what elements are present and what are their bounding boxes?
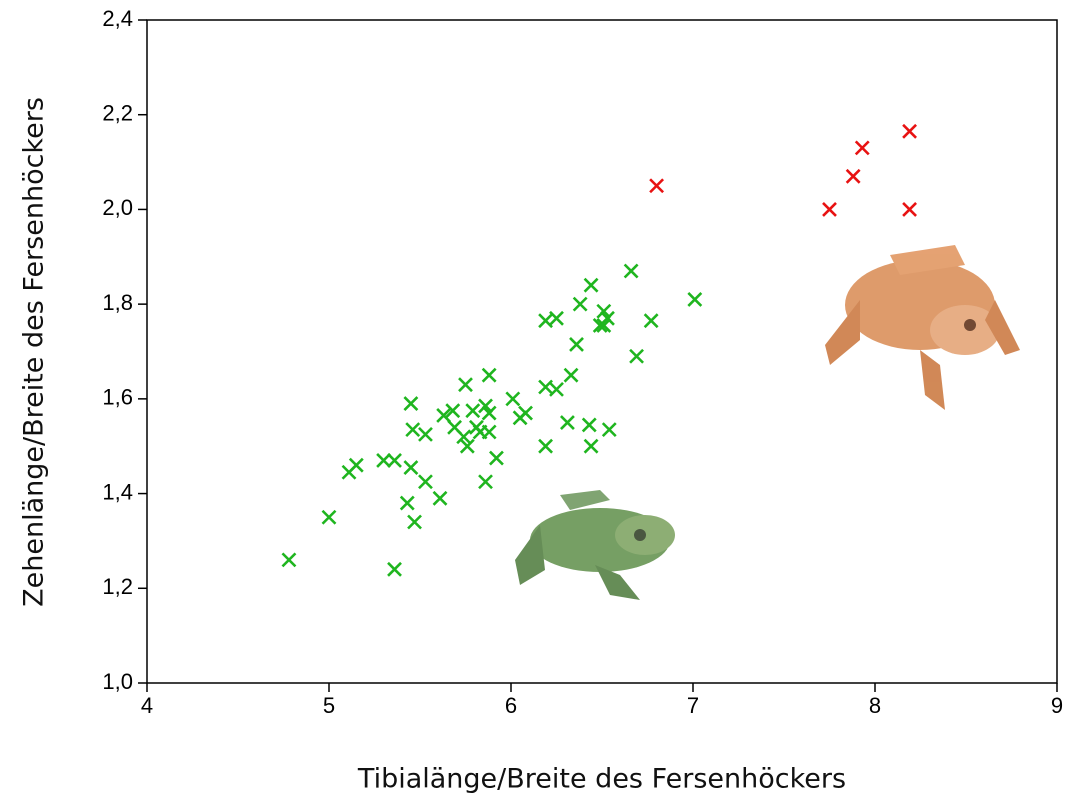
y-tick-label: 1,0 (102, 669, 133, 694)
point (418, 474, 433, 490)
point (538, 438, 553, 454)
point (387, 453, 402, 468)
point (902, 202, 917, 217)
point (822, 202, 837, 217)
point (649, 178, 665, 194)
point (403, 396, 419, 412)
point (563, 367, 579, 383)
point (538, 379, 553, 395)
point (518, 405, 533, 421)
point (489, 450, 504, 466)
point (596, 303, 612, 319)
point (600, 310, 615, 326)
y-tick-label: 1,2 (102, 574, 133, 599)
point (432, 490, 448, 506)
point (549, 381, 564, 397)
point (549, 310, 564, 326)
x-axis-title: Tibialänge/Breite des Fersenhöckers (357, 764, 846, 795)
y-tick-label: 2,0 (102, 195, 133, 220)
point (418, 426, 433, 442)
x-tick-label: 9 (1051, 693, 1063, 718)
point (623, 263, 639, 279)
point (348, 457, 364, 473)
y-axis-title: Zehenlänge/Breite des Fersenhöckers (19, 97, 50, 607)
point (436, 408, 452, 423)
point (376, 453, 392, 468)
x-tick-label: 6 (505, 693, 517, 718)
point (569, 336, 584, 352)
x-tick-label: 7 (687, 693, 699, 718)
point (399, 495, 415, 511)
point (405, 422, 421, 438)
point (481, 367, 497, 383)
plot-frame (146, 19, 1058, 684)
point (465, 403, 481, 419)
point (403, 460, 419, 475)
point (481, 405, 497, 421)
point (560, 415, 575, 430)
point (643, 313, 659, 329)
y-tick-label: 1,8 (102, 290, 133, 315)
point (581, 417, 597, 433)
point (845, 168, 861, 184)
point (583, 277, 599, 293)
point (407, 514, 422, 530)
point (387, 561, 402, 577)
y-tick-label: 1,6 (102, 385, 133, 410)
point (572, 296, 588, 312)
y-tick-label: 2,4 (102, 6, 133, 31)
x-tick-label: 8 (869, 693, 881, 718)
y-tick-label: 2,2 (102, 101, 133, 126)
point (481, 424, 497, 440)
point (902, 123, 917, 139)
point (583, 438, 599, 454)
point (321, 509, 337, 525)
point (445, 403, 461, 419)
point (281, 552, 297, 568)
point (596, 318, 612, 333)
point (478, 398, 493, 414)
green-frog-illustration (515, 490, 675, 600)
point (458, 377, 473, 393)
point (478, 474, 493, 490)
point (505, 391, 521, 407)
orange-frog-illustration (825, 245, 1020, 410)
y-tick-label: 1,4 (102, 479, 133, 504)
point (456, 429, 472, 445)
point (687, 291, 703, 307)
point (854, 140, 870, 156)
point (601, 422, 617, 438)
x-tick-label: 4 (141, 693, 153, 718)
point (629, 348, 644, 364)
point (538, 313, 553, 329)
x-tick-label: 5 (323, 693, 335, 718)
point (459, 438, 475, 454)
